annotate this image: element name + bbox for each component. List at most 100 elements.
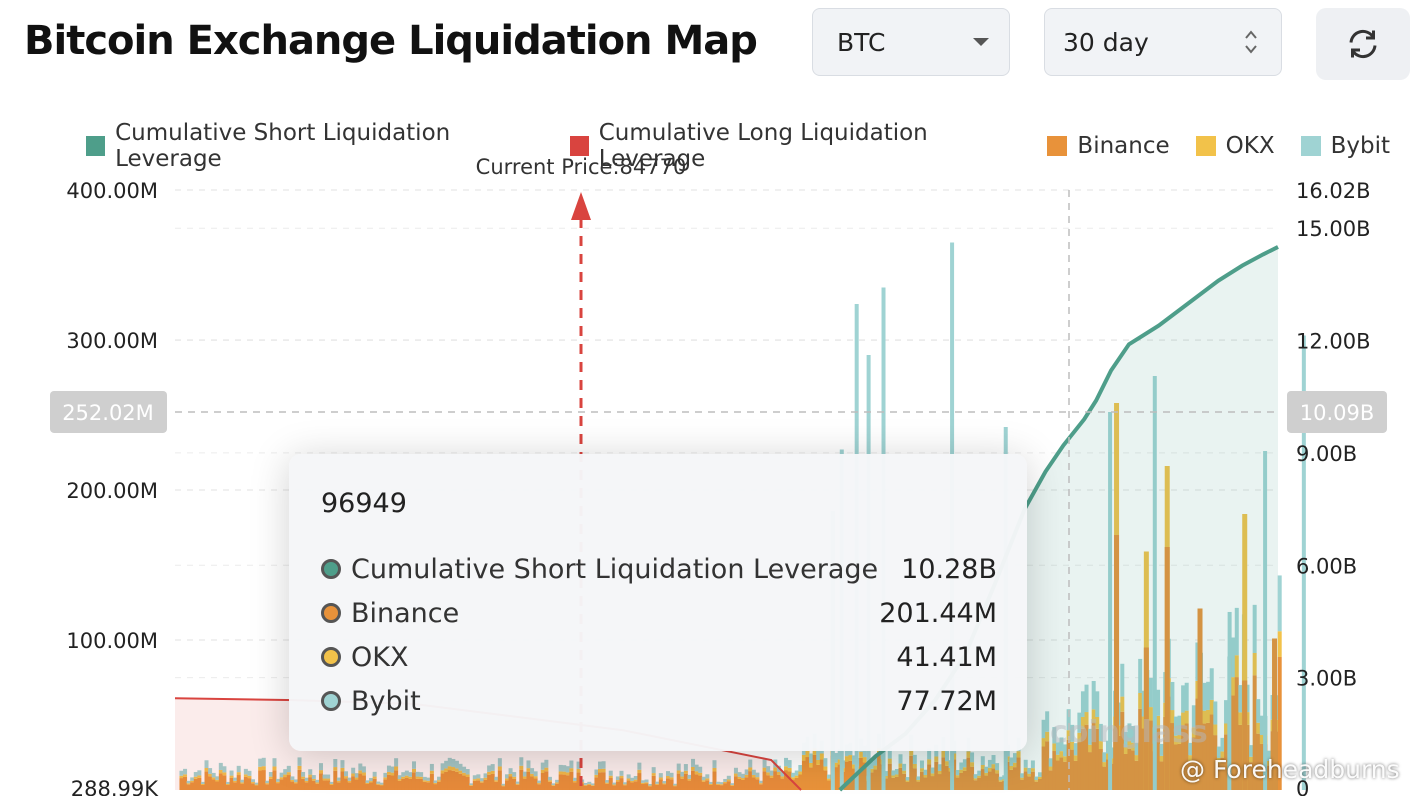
bar-okx bbox=[236, 772, 241, 776]
bar-okx bbox=[1091, 709, 1096, 723]
bar-bybit bbox=[1131, 726, 1136, 743]
bar-binance bbox=[401, 778, 406, 790]
bar-okx bbox=[537, 783, 542, 785]
range-select[interactable]: 30 day bbox=[1044, 8, 1282, 76]
bar-okx bbox=[816, 759, 821, 765]
legend-swatch-short bbox=[86, 136, 106, 156]
bar-okx bbox=[1173, 735, 1178, 745]
bar-bybit bbox=[311, 775, 316, 779]
tooltip-value-bybit: 77.72M bbox=[896, 685, 997, 717]
coin-select[interactable]: BTC bbox=[812, 8, 1010, 76]
bar-binance bbox=[1256, 733, 1261, 790]
bar-bybit bbox=[894, 768, 899, 775]
bar-okx bbox=[1216, 757, 1221, 764]
bar-okx bbox=[426, 780, 431, 783]
bar-bybit bbox=[683, 764, 688, 771]
legend-item-bybit[interactable]: Bybit bbox=[1300, 133, 1390, 159]
bar-okx bbox=[662, 783, 667, 785]
bar-binance bbox=[311, 780, 316, 790]
y-left-tick: 400.00M bbox=[66, 179, 158, 203]
bar-bybit bbox=[1224, 700, 1229, 724]
bar-binance bbox=[844, 761, 849, 790]
bar-bybit bbox=[640, 780, 645, 783]
y-right-tick: 9.00B bbox=[1296, 442, 1357, 466]
bar-binance bbox=[469, 785, 474, 790]
bar-binance bbox=[358, 773, 363, 790]
bar-binance bbox=[286, 775, 291, 790]
bar-binance bbox=[179, 778, 184, 790]
bar-okx bbox=[1156, 715, 1161, 728]
bar-binance bbox=[995, 773, 1000, 790]
bar-bybit bbox=[1277, 575, 1282, 632]
bar-bybit bbox=[594, 769, 599, 775]
bar-binance bbox=[1052, 751, 1057, 790]
bar-binance bbox=[1245, 724, 1250, 790]
bar-binance bbox=[927, 764, 932, 790]
bar-bybit bbox=[991, 755, 996, 765]
tooltip-label-bybit: Bybit bbox=[351, 685, 421, 717]
bar-bybit bbox=[404, 770, 409, 776]
bar-okx bbox=[730, 784, 735, 786]
bar-binance bbox=[923, 777, 928, 790]
bar-bybit bbox=[669, 772, 674, 778]
bar-bybit bbox=[512, 772, 517, 777]
bar-binance bbox=[472, 780, 477, 790]
bar-bybit bbox=[698, 766, 703, 773]
bar-binance bbox=[730, 785, 735, 790]
bar-binance bbox=[462, 775, 467, 790]
bar-binance bbox=[408, 778, 413, 790]
legend-item-okx[interactable]: OKX bbox=[1195, 133, 1275, 159]
bar-binance bbox=[437, 781, 442, 790]
bar-binance bbox=[522, 778, 527, 790]
bar-binance bbox=[394, 770, 399, 790]
bar-binance bbox=[1038, 779, 1043, 790]
bar-bybit bbox=[344, 771, 349, 777]
y-left-tick: 100.00M bbox=[66, 629, 158, 653]
refresh-button[interactable] bbox=[1316, 8, 1410, 80]
bar-binance bbox=[1220, 757, 1225, 790]
bar-okx bbox=[419, 776, 424, 779]
bar-binance bbox=[494, 781, 499, 790]
bar-okx bbox=[726, 779, 731, 782]
bar-bybit bbox=[1088, 728, 1093, 745]
bar-binance bbox=[973, 780, 978, 790]
bar-binance bbox=[934, 761, 939, 790]
bar-binance bbox=[1156, 727, 1161, 790]
bar-bybit bbox=[862, 745, 867, 758]
bar-binance bbox=[1170, 723, 1175, 790]
bar-bybit bbox=[290, 776, 295, 780]
legend-item-binance[interactable]: Binance bbox=[1047, 133, 1170, 159]
bar-bybit bbox=[601, 761, 606, 769]
bar-bybit bbox=[240, 779, 245, 783]
bar-okx bbox=[376, 783, 381, 785]
bar-binance bbox=[848, 760, 853, 790]
legend-item-short[interactable]: Cumulative Short Liquidation Leverage bbox=[86, 120, 544, 172]
bar-bybit bbox=[1173, 716, 1178, 736]
bar-okx bbox=[211, 777, 216, 780]
bar-bybit bbox=[340, 760, 345, 768]
bar-bybit bbox=[902, 763, 907, 771]
bar-okx bbox=[919, 768, 924, 772]
legend-item-long[interactable]: Cumulative Long Liquidation Leverage bbox=[569, 120, 1022, 172]
bar-binance bbox=[598, 772, 603, 790]
bar-binance bbox=[1098, 749, 1103, 790]
bar-bybit bbox=[254, 782, 259, 785]
bar-okx bbox=[758, 783, 763, 785]
bar-bybit bbox=[1195, 642, 1200, 681]
bar-binance bbox=[1091, 722, 1096, 790]
bar-okx bbox=[197, 775, 202, 778]
bar-binance bbox=[1266, 765, 1271, 790]
bar-binance bbox=[962, 770, 967, 790]
bar-bybit bbox=[1256, 699, 1261, 723]
bar-binance bbox=[562, 774, 567, 790]
current-price-label: Current Price:84770 bbox=[476, 155, 687, 179]
bar-bybit bbox=[562, 765, 567, 772]
bar-okx bbox=[1234, 655, 1239, 678]
bar-okx bbox=[980, 764, 985, 770]
bar-okx bbox=[1252, 652, 1257, 676]
bar-binance bbox=[190, 782, 195, 790]
bar-bybit bbox=[318, 763, 323, 771]
bar-okx bbox=[773, 767, 778, 772]
bar-binance bbox=[751, 777, 756, 790]
chart-axes: 400.00M 300.00M 200.00M 100.00M 288.99K 16.02… bbox=[66, 179, 1370, 796]
